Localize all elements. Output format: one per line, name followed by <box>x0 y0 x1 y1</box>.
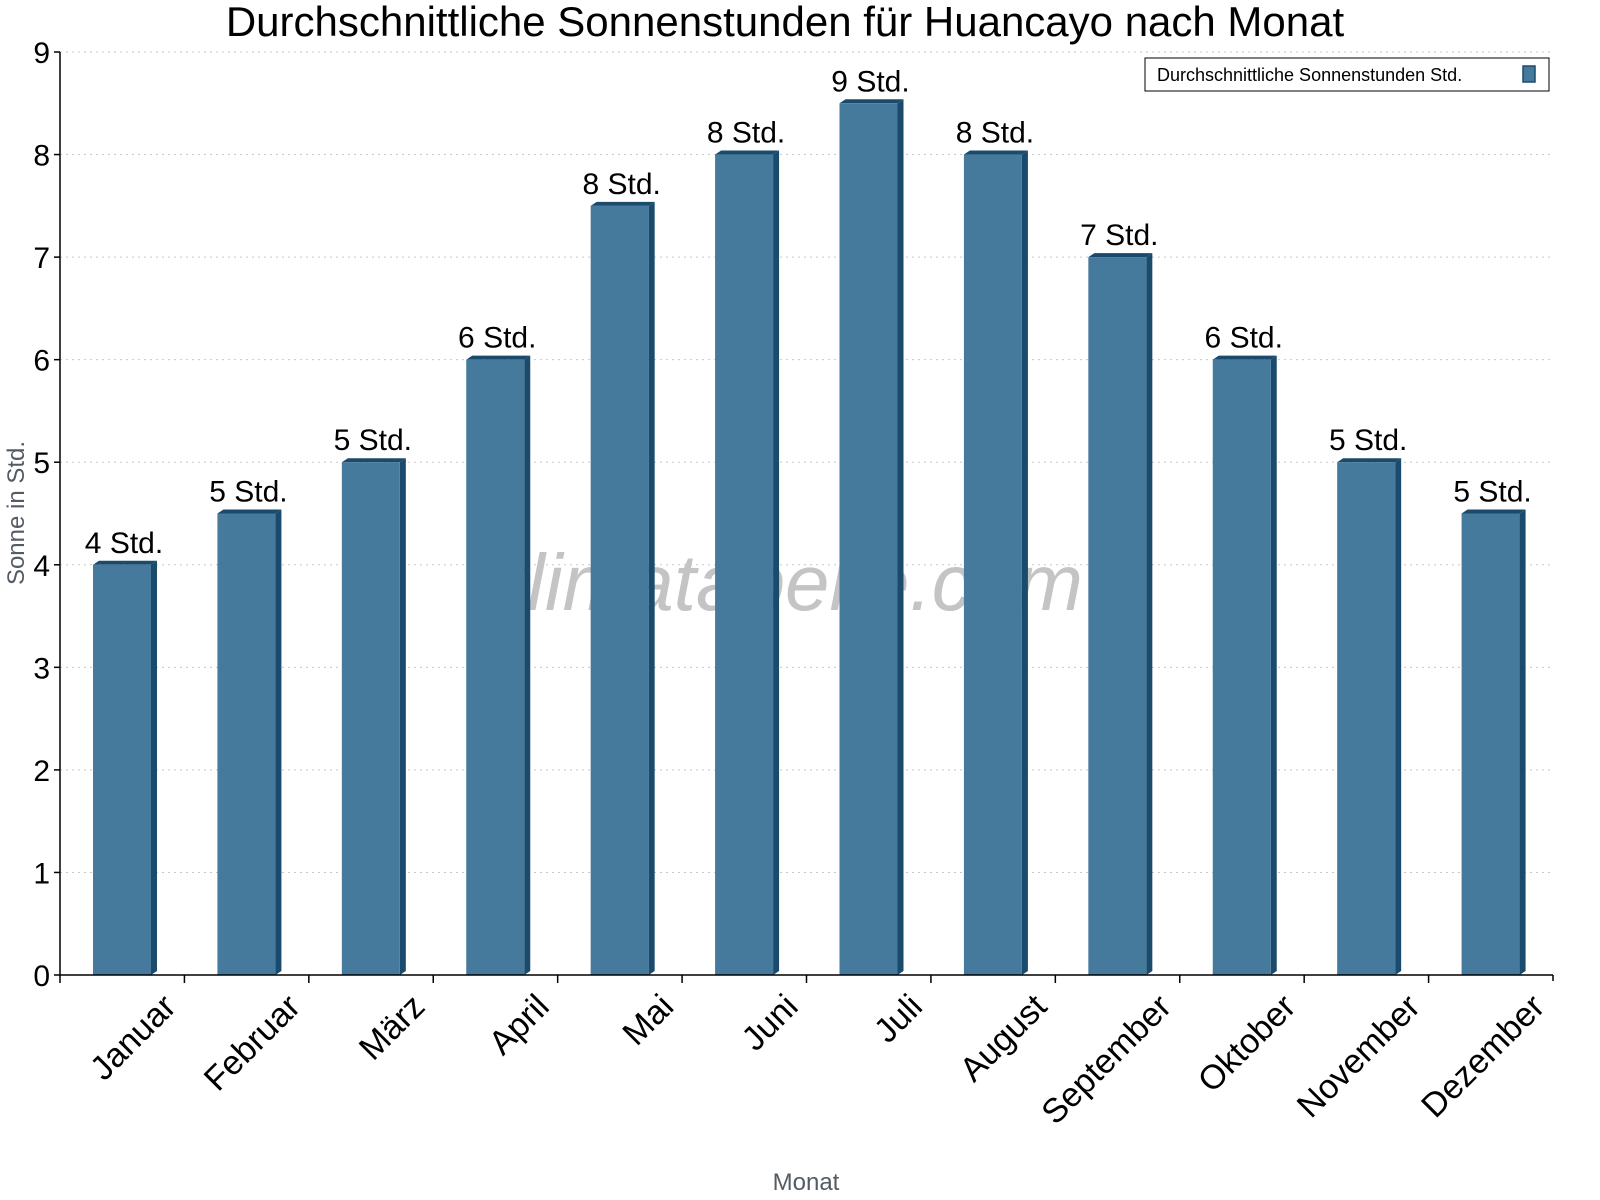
bar-value-label: 7 Std. <box>1080 219 1158 252</box>
bar-juli: 9 Std. <box>831 65 910 976</box>
x-tick-label: April <box>482 987 557 1062</box>
y-axis-label: Sonne in Std. <box>3 441 30 585</box>
x-tick-label: Oktober <box>1191 987 1303 1099</box>
bar-märz: 5 Std. <box>334 424 412 975</box>
bar-value-label: 9 Std. <box>831 65 909 98</box>
y-tick-label: 6 <box>33 345 50 378</box>
x-tick-label: August <box>953 987 1055 1089</box>
x-tick-label: Februar <box>197 987 308 1098</box>
bar-juni: 8 Std. <box>707 117 785 976</box>
x-tick-label: September <box>1034 987 1178 1131</box>
legend-swatch <box>1522 65 1536 83</box>
x-tick-label: Dezember <box>1414 987 1552 1125</box>
chart-title: Durchschnittliche Sonnenstunden für Huan… <box>226 0 1345 45</box>
bar-value-label: 5 Std. <box>209 476 287 509</box>
bar-november: 5 Std. <box>1329 424 1407 975</box>
bar-september: 7 Std. <box>1080 219 1159 976</box>
x-tick-label: Juli <box>867 987 930 1050</box>
bar-august: 8 Std. <box>956 117 1034 976</box>
bar-april: 6 Std. <box>458 322 536 976</box>
bar-februar: 5 Std. <box>209 476 288 975</box>
x-tick-label: Mai <box>615 987 681 1053</box>
bar-value-label: 5 Std. <box>1329 424 1407 457</box>
legend: Durchschnittliche Sonnenstunden Std. <box>1144 57 1550 92</box>
y-tick-label: 5 <box>33 447 50 480</box>
bar-value-label: 8 Std. <box>582 168 660 201</box>
x-axis-label: Monat <box>773 1169 840 1196</box>
bar-oktober: 6 Std. <box>1205 322 1283 976</box>
bar-januar: 4 Std. <box>85 527 163 975</box>
y-tick-label: 2 <box>33 755 50 788</box>
y-tick-label: 8 <box>33 140 50 173</box>
legend-label: Durchschnittliche Sonnenstunden Std. <box>1157 65 1462 85</box>
y-tick-label: 1 <box>33 857 50 890</box>
y-tick-label: 7 <box>33 242 50 275</box>
bar-value-label: 6 Std. <box>458 322 536 355</box>
y-tick-label: 4 <box>33 550 50 583</box>
bar-mai: 8 Std. <box>582 168 661 976</box>
x-tick-label: Januar <box>83 987 183 1087</box>
bar-value-label: 8 Std. <box>956 117 1034 150</box>
x-tick-label: Juni <box>735 987 806 1058</box>
bars: 4 Std. 5 Std. 5 Std. 6 Std. 8 Std. 8 Std. 9 St… <box>85 65 1532 976</box>
y-tick-label: 3 <box>33 652 50 685</box>
y-tick-label: 9 <box>33 37 50 70</box>
bar-value-label: 4 Std. <box>85 527 163 560</box>
gridlines <box>60 51 1553 873</box>
x-tick-label: November <box>1290 987 1428 1125</box>
bar-value-label: 8 Std. <box>707 117 785 150</box>
bar-value-label: 5 Std. <box>334 424 412 457</box>
bar-dezember: 5 Std. <box>1453 476 1532 975</box>
bar-value-label: 5 Std. <box>1453 476 1531 509</box>
x-tick-label: März <box>352 987 432 1067</box>
bar-value-label: 6 Std. <box>1205 322 1283 355</box>
y-tick-label: 0 <box>33 960 50 993</box>
